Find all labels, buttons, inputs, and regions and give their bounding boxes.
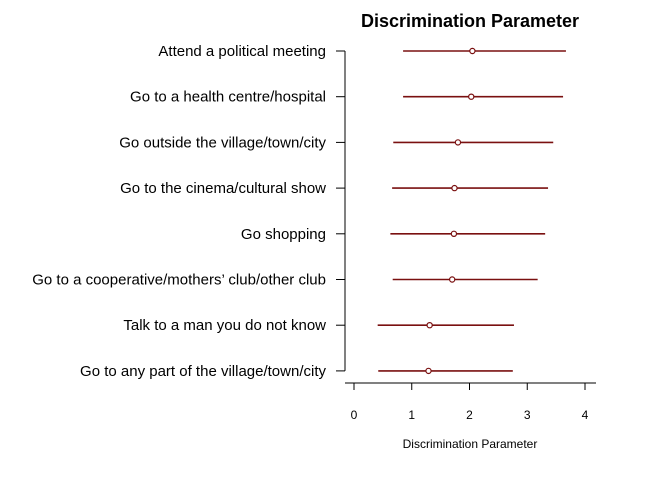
category-label: Go to any part of the village/town/city	[80, 363, 326, 380]
plot-marks	[377, 47, 566, 375]
estimate-point	[426, 322, 433, 329]
category-label: Talk to a man you do not know	[123, 317, 326, 334]
category-label: Go to the cinema/cultural show	[120, 180, 326, 197]
estimate-point	[448, 276, 456, 283]
estimate-point	[450, 230, 458, 237]
x-tick-label: 0	[351, 408, 358, 422]
x-axis-label: Discrimination Parameter	[403, 437, 538, 451]
category-label: Go outside the village/town/city	[119, 134, 326, 151]
estimate-point	[451, 184, 458, 192]
x-tick-label: 2	[466, 408, 473, 422]
estimate-point	[469, 47, 476, 55]
category-label: Go to a cooperative/mothers’ club/other …	[32, 272, 326, 289]
chart-title: Discrimination Parameter	[361, 11, 579, 31]
y-axis	[336, 50, 346, 372]
category-label: Attend a political meeting	[158, 43, 326, 60]
category-labels: Attend a political meeting Go to a health…	[32, 43, 326, 380]
category-label: Go shopping	[241, 226, 326, 243]
estimate-point	[468, 93, 475, 100]
x-tick-label: 4	[582, 408, 589, 422]
x-axis: 0 1 2 3 4	[345, 382, 596, 422]
category-label: Go to a health centre/hospital	[130, 89, 326, 106]
x-tick-label: 3	[524, 408, 531, 422]
estimate-point	[425, 367, 432, 375]
estimate-point	[454, 139, 462, 146]
x-tick-label: 1	[408, 408, 415, 422]
